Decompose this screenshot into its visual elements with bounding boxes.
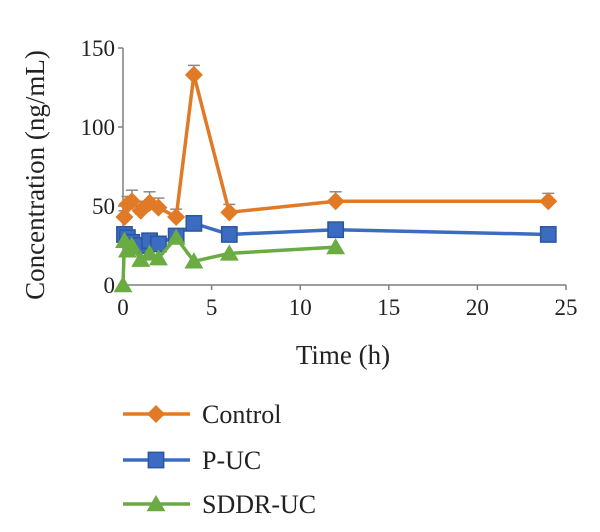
- legend-marker: [147, 405, 165, 423]
- legend: Control P-UC SDDR-UC: [123, 400, 316, 519]
- y-tick-label: 100: [81, 115, 116, 140]
- data-point: [220, 203, 239, 222]
- data-point: [539, 192, 558, 211]
- data-point: [327, 221, 345, 239]
- legend-item-sddr-uc: SDDR-UC: [123, 490, 316, 519]
- data-point: [185, 214, 203, 232]
- series-sddr-uc: [113, 228, 346, 293]
- y-tick-label: 150: [81, 36, 116, 61]
- legend-label: P-UC: [202, 446, 261, 475]
- x-tick-label: 0: [117, 295, 129, 320]
- legend-label: SDDR-UC: [202, 490, 316, 519]
- data-point: [539, 226, 557, 243]
- x-tick-label: 25: [555, 295, 578, 320]
- data-point: [113, 276, 133, 293]
- data-point: [166, 228, 186, 245]
- series-layer: [113, 64, 558, 293]
- y-axis-title: Concentration (ng/mL): [20, 50, 50, 300]
- data-point: [148, 249, 168, 266]
- data-point: [219, 244, 239, 261]
- x-tick-label: 5: [206, 295, 218, 320]
- data-point: [149, 198, 168, 217]
- x-tick-label: 15: [377, 295, 400, 320]
- data-point: [115, 208, 134, 227]
- legend-label: Control: [202, 400, 281, 429]
- y-tick-label: 50: [92, 194, 115, 219]
- y-tick-label: 0: [104, 273, 116, 298]
- data-point: [122, 236, 142, 253]
- data-point: [167, 208, 186, 227]
- x-axis-title: Time (h): [296, 340, 390, 370]
- data-point: [131, 250, 151, 267]
- x-tick-label: 20: [466, 295, 489, 320]
- legend-item-p-uc: P-UC: [123, 446, 261, 475]
- data-point: [326, 238, 346, 255]
- legend-marker: [146, 495, 166, 512]
- data-point: [184, 252, 204, 269]
- series-control: [115, 64, 558, 227]
- data-point: [220, 226, 238, 243]
- data-point: [122, 192, 141, 211]
- axes: 0 50 100 150 0 5 10 15 20 25: [81, 36, 578, 320]
- legend-item-control: Control: [123, 400, 281, 429]
- x-tick-label: 10: [289, 295, 312, 320]
- data-point: [184, 65, 203, 84]
- legend-marker: [147, 451, 165, 469]
- data-point: [326, 192, 345, 211]
